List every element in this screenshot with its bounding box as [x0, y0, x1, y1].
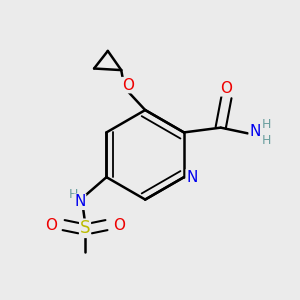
Text: H: H — [69, 188, 78, 201]
Text: O: O — [113, 218, 125, 232]
Text: N: N — [249, 124, 261, 139]
Text: H: H — [262, 134, 271, 147]
Text: O: O — [122, 78, 134, 93]
Text: O: O — [220, 81, 232, 96]
Text: H: H — [262, 118, 271, 131]
Text: N: N — [74, 194, 85, 209]
Text: S: S — [80, 219, 90, 237]
Text: O: O — [45, 218, 57, 232]
Text: N: N — [186, 170, 198, 185]
